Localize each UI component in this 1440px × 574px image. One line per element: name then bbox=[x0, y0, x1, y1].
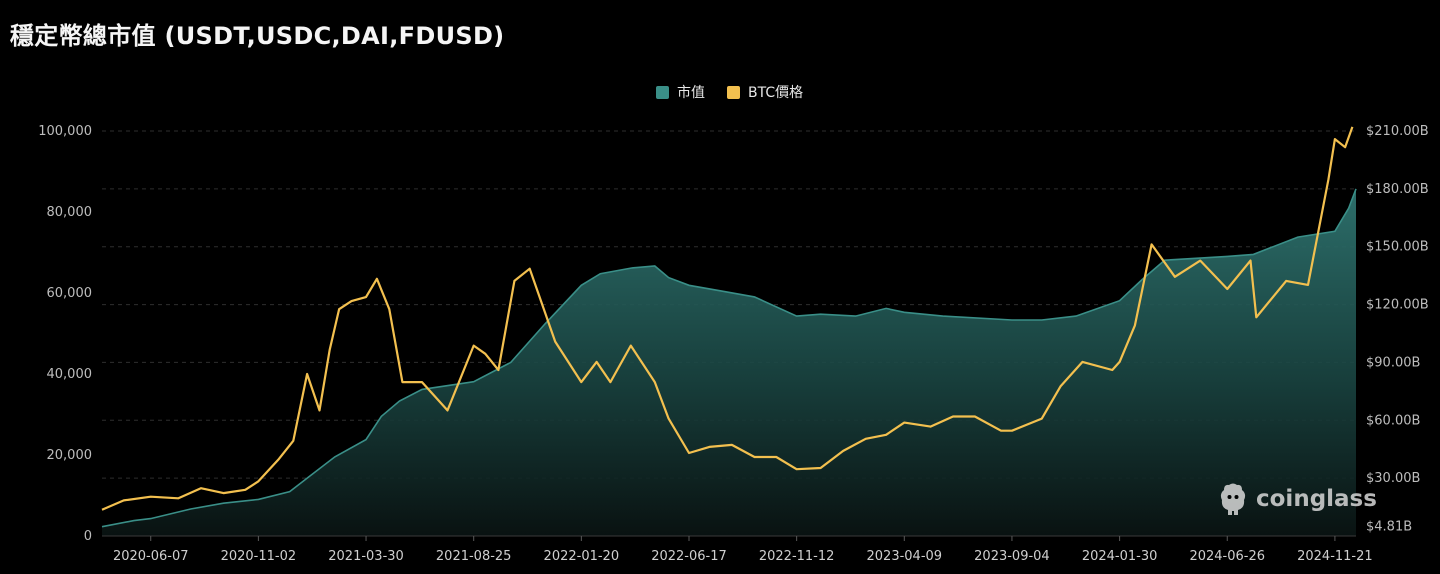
y-right-tick-label: $90.00B bbox=[1366, 355, 1420, 370]
legend-item-market-cap[interactable]: 市值 bbox=[656, 82, 705, 102]
y-right-tick-label: $4.81B bbox=[1366, 520, 1412, 535]
y-left-tick-label: 0 bbox=[84, 529, 92, 544]
chart-title: 穩定幣總市值 (USDT,USDC,DAI,FDUSD) bbox=[10, 22, 505, 50]
x-tick-label: 2021-08-25 bbox=[436, 549, 512, 564]
y-right-tick-label: $120.00B bbox=[1366, 298, 1429, 313]
y-right-tick-label: $180.00B bbox=[1366, 182, 1429, 197]
legend-label-btc-price: BTC價格 bbox=[748, 85, 804, 101]
x-tick-label: 2022-01-20 bbox=[544, 549, 620, 564]
y-right-tick-label: $30.00B bbox=[1366, 471, 1420, 486]
legend-label-market-cap: 市值 bbox=[677, 85, 705, 101]
x-tick-label: 2023-09-04 bbox=[974, 549, 1050, 564]
market-cap-series bbox=[101, 188, 1357, 536]
x-tick-label: 2024-11-21 bbox=[1297, 549, 1373, 564]
coinglass-watermark: coinglass bbox=[1218, 482, 1377, 516]
y-left-tick-label: 20,000 bbox=[47, 448, 93, 463]
legend-swatch-market-cap bbox=[656, 85, 669, 99]
x-tick-label: 2022-06-17 bbox=[651, 549, 727, 564]
coinglass-logo-icon bbox=[1220, 483, 1246, 515]
y-right-tick-label: $60.00B bbox=[1366, 413, 1420, 428]
x-tick-label: 2024-01-30 bbox=[1082, 549, 1158, 564]
x-tick-label: 2020-11-02 bbox=[221, 549, 297, 564]
y-left-tick-label: 40,000 bbox=[47, 367, 93, 382]
x-axis: 2020-06-07 2020-11-02 2021-03-30 2021-08-25… bbox=[102, 535, 1373, 564]
market-cap-area bbox=[102, 188, 1356, 536]
btc-price-series bbox=[101, 126, 1354, 511]
y-left-tick-label: 60,000 bbox=[47, 286, 93, 301]
right-y-axis: $4.81B $30.00B $60.00B $90.00B $120.00B $150.… bbox=[1366, 124, 1429, 535]
x-tick-label: 2023-04-09 bbox=[867, 549, 943, 564]
y-right-tick-label: $210.00B bbox=[1366, 124, 1429, 139]
x-tick-label: 2022-11-12 bbox=[759, 549, 835, 564]
x-tick-label: 2024-06-26 bbox=[1189, 549, 1265, 564]
btc-price-line bbox=[101, 126, 1354, 511]
x-tick-label: 2021-03-30 bbox=[328, 549, 404, 564]
x-tick-label: 2020-06-07 bbox=[113, 549, 189, 564]
legend-swatch-btc-price bbox=[727, 85, 740, 99]
watermark-text: coinglass bbox=[1256, 486, 1377, 512]
chart-legend: 市值 BTC價格 bbox=[656, 82, 803, 102]
y-right-tick-label: $150.00B bbox=[1366, 240, 1429, 255]
left-y-axis: 0 20,000 40,000 60,000 80,000 100,000 bbox=[38, 124, 92, 544]
legend-item-btc-price[interactable]: BTC價格 bbox=[727, 82, 803, 102]
y-left-tick-label: 100,000 bbox=[38, 124, 92, 139]
y-left-tick-label: 80,000 bbox=[47, 205, 93, 220]
